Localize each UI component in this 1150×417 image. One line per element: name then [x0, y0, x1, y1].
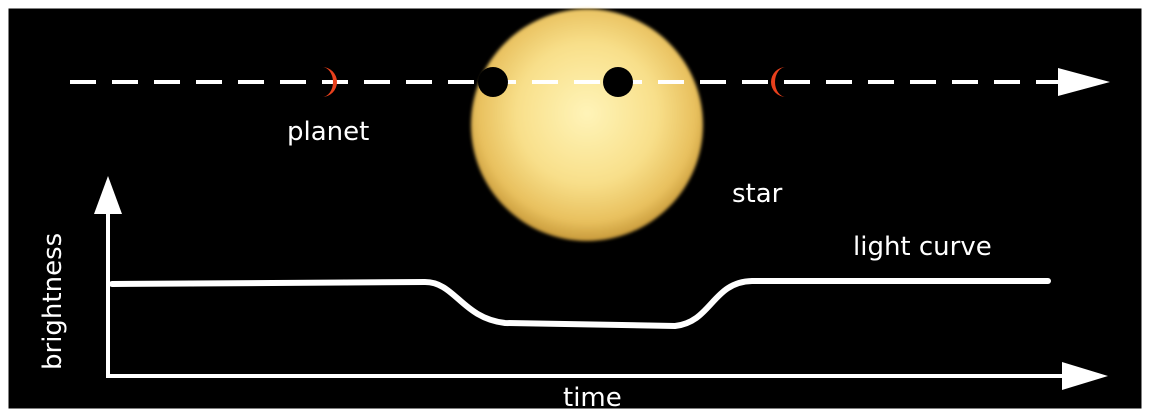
light-curve-line — [109, 278, 1051, 329]
star-label: star — [732, 179, 783, 209]
y-axis-arrowhead-icon — [94, 176, 122, 214]
panel-frame — [3, 3, 1147, 414]
planet-transit-mid — [603, 67, 633, 97]
light-curve-label: light curve — [853, 232, 992, 262]
planet-label: planet — [287, 117, 369, 147]
arrowhead-right-icon — [1058, 68, 1110, 96]
y-axis-label: brightness — [38, 233, 68, 370]
x-axis-arrowhead-icon — [1062, 362, 1108, 390]
star — [471, 9, 703, 241]
x-axis-label: time — [563, 383, 622, 413]
planet-crescent-left-icon — [322, 67, 337, 97]
planet-crescent-right-icon — [771, 67, 786, 97]
planet-transit-ingress — [478, 67, 508, 97]
